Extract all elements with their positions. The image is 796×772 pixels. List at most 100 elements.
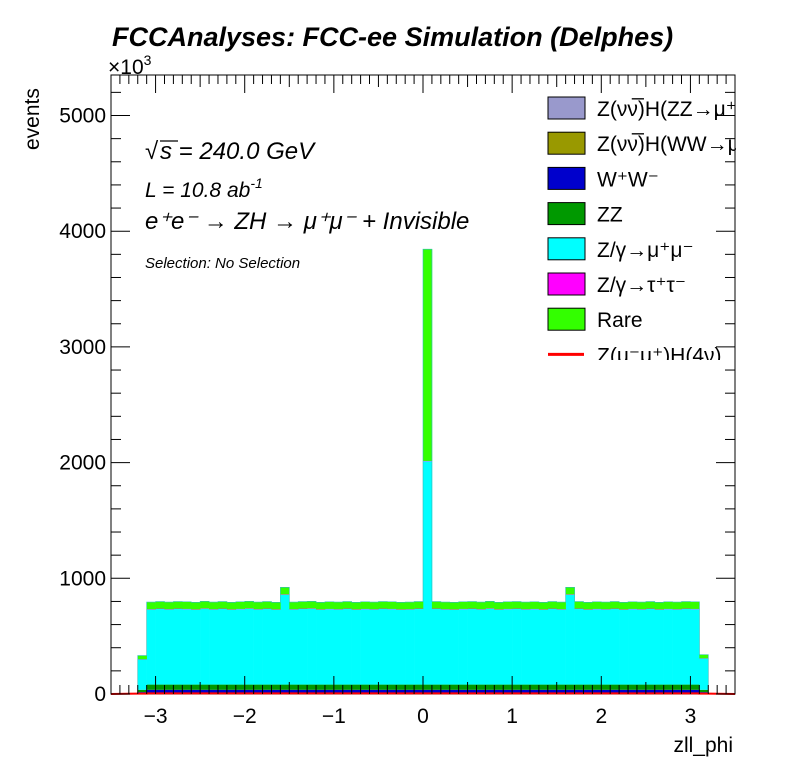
bar-w-w-bin-25 (360, 689, 370, 694)
bar-z-bin-2 (155, 608, 165, 610)
bar-zz-bin-28 (387, 684, 397, 690)
bar-w-w-bin-11 (235, 689, 246, 694)
bar-z-bin-48 (565, 594, 575, 685)
bar-w-w-bin-61 (681, 689, 691, 694)
bar-rare-bin-5 (182, 601, 192, 609)
bar-rare-bin-51 (592, 601, 602, 609)
bar-z-bin-39 (485, 608, 495, 685)
y-tick-label-5: 5000 (59, 105, 106, 128)
bar-zz-bin-58 (654, 684, 664, 690)
bar-w-w-bin-32 (423, 689, 433, 694)
bar-rare-bin-33 (431, 601, 442, 609)
bar-rare-bin-32 (423, 249, 433, 461)
sqrt-s-label: s = 240.0 GeV (160, 138, 316, 165)
bar-z-bin-28 (387, 608, 397, 610)
bar-rare-bin-47 (556, 602, 566, 610)
bar-z-bin-32 (423, 461, 433, 685)
bar-zz-bin-57 (645, 684, 656, 690)
bar-z-bin-59 (663, 608, 673, 610)
bar-w-w-bin-45 (538, 689, 549, 694)
bar-rare-bin-11 (235, 601, 246, 609)
bar-rare-bin-52 (601, 602, 611, 610)
bar-rare-bin-31 (414, 601, 424, 609)
bar-zz-bin-61 (681, 684, 691, 690)
bar-z-bin-5 (182, 608, 192, 610)
bar-rare-bin-0 (137, 655, 147, 660)
bar-zz-bin-52 (601, 684, 611, 690)
bar-rare-bin-20 (316, 602, 326, 610)
bar-zz-bin-14 (262, 684, 272, 690)
bar-zz-bin-47 (556, 684, 566, 690)
bar-w-w-bin-6 (191, 689, 201, 694)
bar-zz-bin-1 (146, 684, 156, 690)
bar-zz-bin-60 (672, 684, 682, 690)
bar-z-bin-39 (485, 608, 495, 609)
bar-z-bin-1 (146, 609, 156, 610)
bar-zz-bin-62 (690, 684, 700, 690)
bar-zz-bin-54 (619, 684, 629, 690)
bar-z-bin-62 (690, 608, 700, 610)
bar-z-bin-3 (164, 609, 174, 610)
chart-title: FCCAnalyses: FCC-ee Simulation (Delphes) (112, 22, 673, 52)
bar-rare-bin-17 (289, 602, 299, 610)
bar-w-w-bin-17 (289, 689, 299, 694)
bar-rare-bin-6 (191, 602, 201, 610)
bar-z-bin-59 (663, 609, 673, 685)
bar-w-w-bin-7 (200, 689, 210, 694)
bar-z-bin-20 (316, 609, 326, 610)
bar-zz-bin-59 (663, 684, 673, 690)
bar-z-bin-62 (690, 609, 700, 685)
bar-z-bin-5 (182, 609, 192, 685)
bar-z-bin-19 (307, 608, 317, 685)
bar-w-w-bin-29 (396, 689, 406, 694)
bar-z-bin-34 (440, 609, 451, 685)
bar-z-bin-18 (298, 608, 308, 610)
bar-rare-bin-55 (628, 601, 638, 609)
bar-z-bin-43 (521, 609, 531, 610)
bar-z-bin-56 (636, 609, 647, 685)
bar-w-w-bin-35 (449, 689, 459, 694)
bar-w-w-bin-16 (280, 689, 290, 694)
legend-swatch-0 (547, 96, 586, 120)
bar-rare-bin-61 (681, 601, 691, 609)
bar-w-w-bin-55 (628, 689, 638, 694)
bar-rare-bin-49 (574, 601, 584, 609)
bar-z-bin-33 (431, 608, 442, 610)
bar-w-w-bin-47 (556, 689, 566, 694)
bar-w-w-bin-18 (298, 689, 308, 694)
bar-z-bin-55 (628, 608, 638, 610)
bar-w-w-bin-60 (672, 689, 682, 694)
legend-entry-2: W⁺W⁻ (597, 168, 659, 191)
y-axis-label: events (21, 88, 44, 150)
bar-zz-bin-41 (503, 684, 513, 690)
bar-w-w-bin-10 (226, 689, 237, 694)
legend-swatch-6 (547, 307, 586, 331)
bar-z-bin-60 (672, 609, 682, 685)
annotation-process: e⁺e⁻ → ZH → μ⁺μ⁻ + Invisible (145, 208, 469, 235)
bar-w-w-bin-15 (271, 689, 281, 694)
bar-z-bin-37 (467, 608, 477, 610)
bar-w-w-bin-14 (262, 689, 272, 694)
bar-w-w-bin-42 (512, 689, 522, 694)
bar-rare-bin-42 (512, 601, 522, 609)
bar-z-bin-15 (271, 609, 281, 610)
bar-z-bin-58 (654, 609, 664, 610)
bar-z-bin-58 (654, 609, 664, 685)
bar-z-bin-27 (378, 609, 388, 685)
y-tick-label-0: 0 (94, 683, 106, 706)
legend-swatch-3 (547, 202, 586, 226)
bar-rare-bin-19 (307, 601, 317, 609)
annotation-sqrt-s: √ s = 240.0 GeV (145, 138, 316, 165)
bar-zz-bin-37 (467, 684, 477, 690)
y-tick-label-1: 1000 (59, 567, 106, 590)
bar-w-w-bin-46 (547, 689, 558, 694)
y-axis-multiplier: ×103 (108, 52, 152, 79)
bar-zz-bin-45 (538, 684, 549, 690)
bar-z-bin-25 (360, 608, 370, 610)
bar-w-w-bin-28 (387, 689, 397, 694)
bar-z-bin-10 (226, 609, 237, 685)
bar-zz-bin-25 (360, 684, 370, 690)
bar-w-w-bin-19 (307, 689, 317, 694)
bar-z-bin-47 (556, 609, 566, 610)
bar-w-w-bin-24 (351, 689, 361, 694)
